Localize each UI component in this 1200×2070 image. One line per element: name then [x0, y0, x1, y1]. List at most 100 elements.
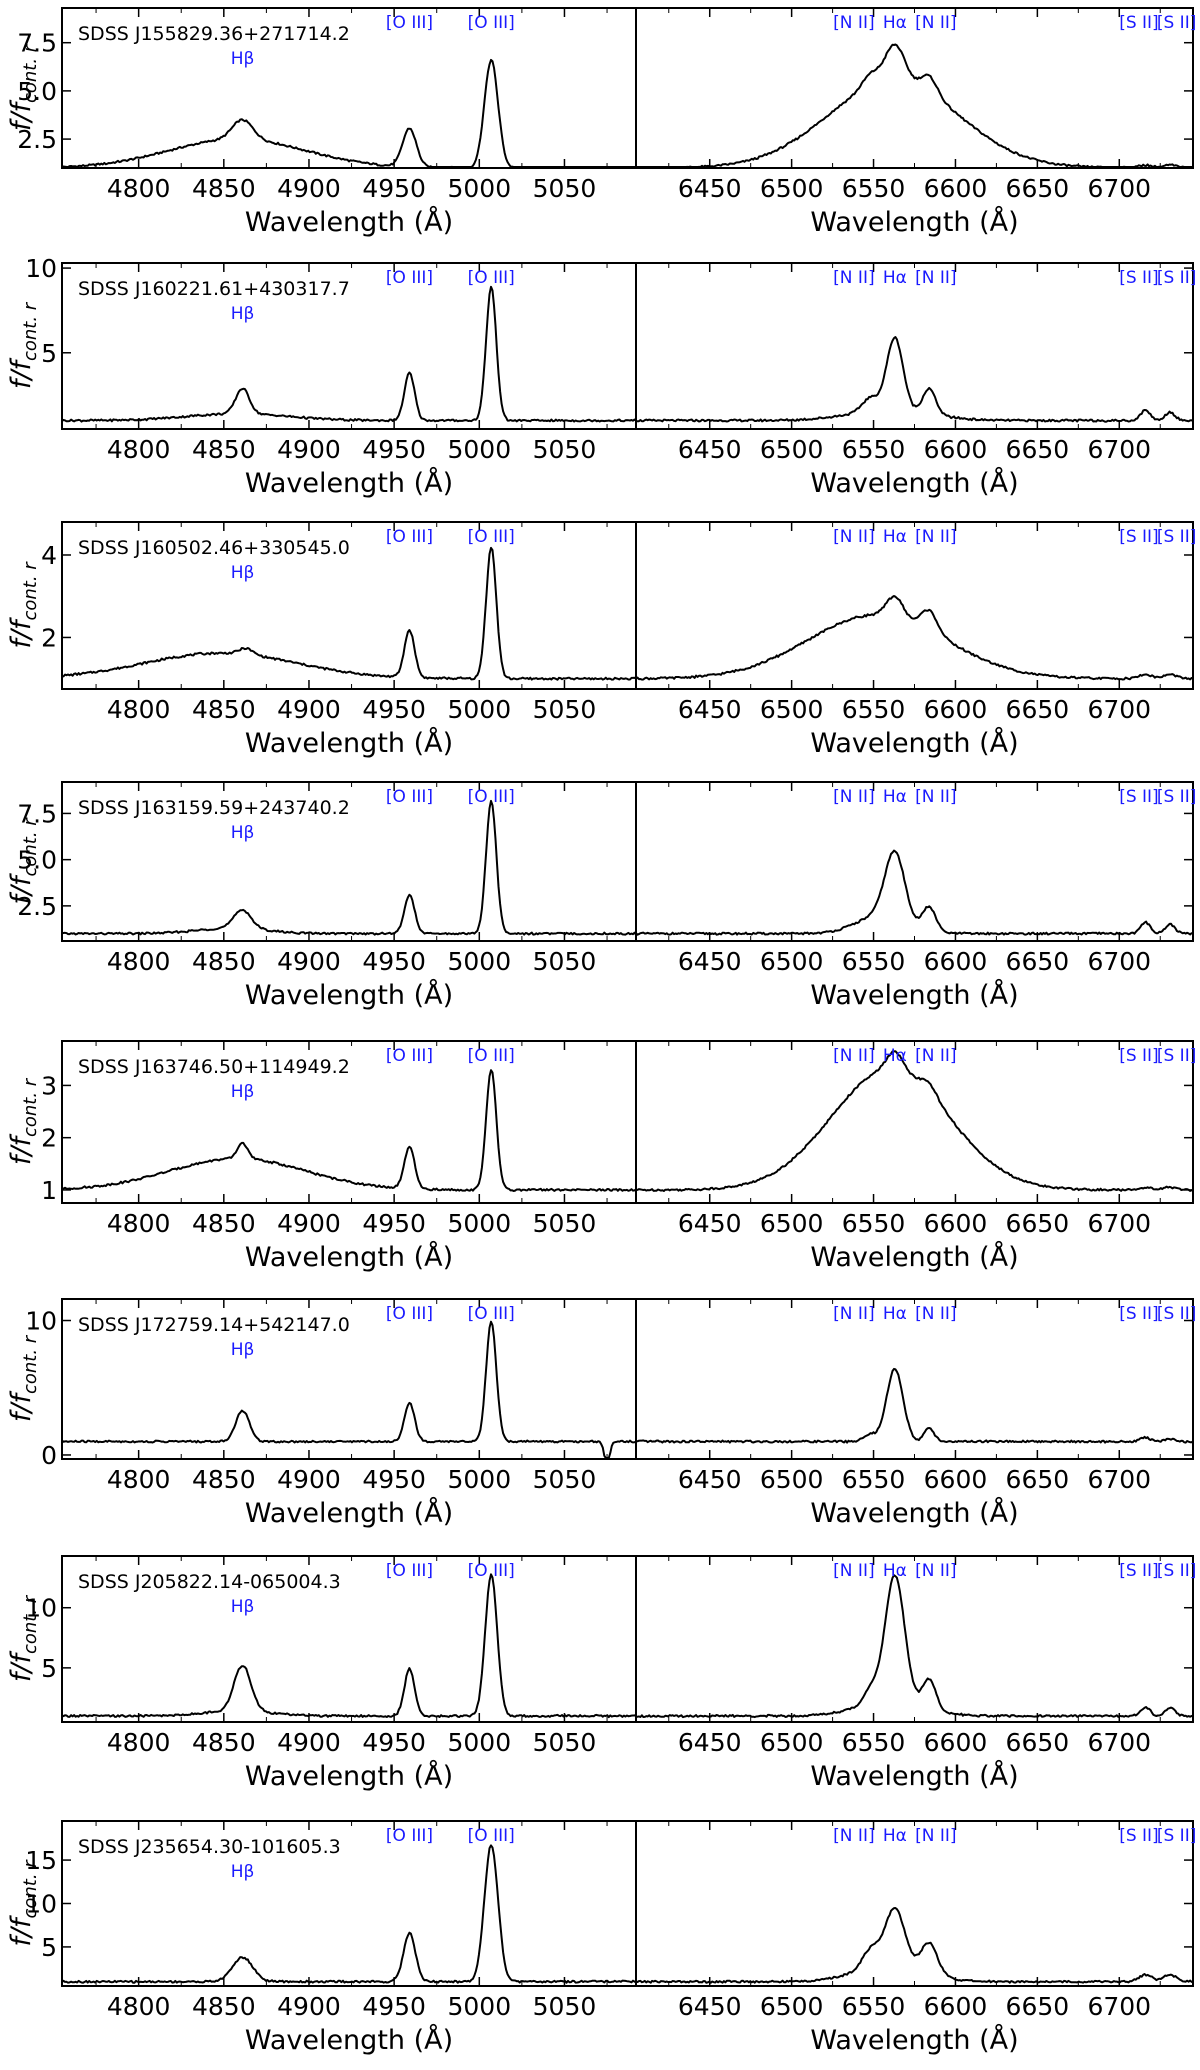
object-name-label: SDSS J205822.14-065004.3	[78, 1571, 341, 1593]
object-name-label: SDSS J163159.59+243740.2	[78, 797, 350, 819]
x-axis-title: Wavelength (Å)	[245, 2024, 453, 2056]
x-tick-label: 5000	[447, 695, 511, 724]
x-tick-label: 6600	[924, 947, 988, 976]
emission-line-label: [S II]	[1119, 1561, 1159, 1581]
emission-line-label: [O III]	[468, 1304, 515, 1324]
x-axis-title: Wavelength (Å)	[245, 1760, 453, 1792]
x-tick-label: 4950	[362, 947, 426, 976]
emission-line-label: [N II]	[833, 268, 874, 288]
right-spectrum-line	[636, 43, 1193, 168]
emission-line-label: [O III]	[386, 787, 433, 807]
object-name-label: SDSS J155829.36+271714.2	[78, 23, 350, 45]
x-tick-label: 4950	[362, 1992, 426, 2021]
x-tick-label: 4900	[277, 1992, 341, 2021]
emission-line-label: Hβ	[231, 563, 255, 583]
x-tick-label: 6650	[1006, 695, 1070, 724]
y-tick-label: 0	[41, 1441, 57, 1470]
emission-line-label: Hβ	[231, 1597, 255, 1617]
y-axis-title: f/fcont. r	[6, 1334, 41, 1422]
right-spectrum-line	[636, 1050, 1194, 1192]
y-tick-label: 10	[25, 254, 57, 283]
x-tick-label: 4950	[362, 1209, 426, 1238]
x-tick-label: 6500	[760, 1728, 824, 1757]
object-name-label: SDSS J172759.14+542147.0	[78, 1314, 350, 1336]
x-tick-label: 5050	[533, 1209, 597, 1238]
emission-line-label: Hα	[883, 1304, 907, 1324]
x-tick-label: 5000	[447, 947, 511, 976]
emission-line-label: Hβ	[231, 1862, 255, 1882]
x-tick-label: 6450	[678, 695, 742, 724]
x-tick-label: 5000	[447, 1992, 511, 2021]
y-axis-title: f/fcont. r	[6, 1594, 41, 1682]
x-axis-title: Wavelength (Å)	[810, 2024, 1018, 2056]
spectrum-panel: 4800 4850 4900 4950 5000 5050 Wavelength (Å) Hβ…	[6, 254, 1196, 499]
left-spectrum-line	[61, 1320, 637, 1459]
object-name-label: SDSS J160502.46+330545.0	[78, 537, 350, 559]
x-tick-label: 6600	[924, 174, 988, 203]
x-tick-label: 4950	[362, 695, 426, 724]
emission-line-label: [O III]	[468, 787, 515, 807]
y-tick-label: 2.5	[17, 125, 57, 154]
emission-line-label: [N II]	[915, 13, 956, 33]
x-axis-title: Wavelength (Å)	[810, 1241, 1018, 1273]
emission-line-label: [O III]	[386, 1304, 433, 1324]
emission-line-label: [O III]	[386, 268, 433, 288]
emission-line-label: [N II]	[833, 1304, 874, 1324]
x-axis-title: Wavelength (Å)	[810, 1497, 1018, 1529]
emission-line-label: [O III]	[386, 1046, 433, 1066]
x-tick-label: 6500	[760, 1992, 824, 2021]
right-spectrum-line	[635, 1907, 1194, 1984]
x-tick-label: 5000	[447, 1465, 511, 1494]
x-tick-label: 4850	[192, 1728, 256, 1757]
left-spectrum-line	[62, 546, 637, 681]
x-tick-label: 4950	[362, 1728, 426, 1757]
emission-line-label: [N II]	[915, 1561, 956, 1581]
emission-line-label: [N II]	[833, 1561, 874, 1581]
x-axis-title: Wavelength (Å)	[810, 1760, 1018, 1792]
x-axis-title: Wavelength (Å)	[245, 727, 453, 759]
y-tick-label: 10	[25, 1890, 57, 1919]
x-tick-label: 6600	[924, 1728, 988, 1757]
emission-line-label: [O III]	[468, 268, 515, 288]
emission-line-label: [O III]	[468, 1561, 515, 1581]
emission-line-label: Hα	[883, 13, 907, 33]
spectrum-panel: 4800 4850 4900 4950 5000 5050 Wavelength (Å) Hβ…	[6, 1555, 1197, 1792]
emission-line-label: [S II]	[1157, 268, 1197, 288]
x-axis-title: Wavelength (Å)	[245, 206, 453, 238]
x-tick-label: 6550	[842, 1465, 906, 1494]
x-tick-label: 5000	[447, 1728, 511, 1757]
x-tick-label: 6500	[760, 435, 824, 464]
y-axis-title: f/fcont. r	[6, 1859, 41, 1947]
spectrum-panel: 4800 4850 4900 4950 5000 5050 Wavelength (Å) Hβ…	[6, 1298, 1196, 1529]
emission-line-label: Hβ	[231, 823, 255, 843]
emission-line-label: [S II]	[1157, 1561, 1197, 1581]
emission-line-label: Hβ	[231, 304, 255, 324]
emission-line-label: [S II]	[1119, 1826, 1159, 1846]
x-tick-label: 6600	[924, 1465, 988, 1494]
emission-line-label: [N II]	[915, 268, 956, 288]
x-tick-label: 6700	[1087, 1992, 1151, 2021]
right-spectrum-line	[635, 595, 1194, 681]
x-tick-label: 6650	[1006, 1209, 1070, 1238]
x-tick-label: 6700	[1087, 1209, 1151, 1238]
emission-line-label: [O III]	[468, 1826, 515, 1846]
x-tick-label: 5050	[533, 1465, 597, 1494]
emission-line-label: [S II]	[1157, 527, 1197, 547]
x-axis-title: Wavelength (Å)	[810, 467, 1018, 499]
object-name-label: SDSS J235654.30-101605.3	[78, 1836, 341, 1858]
x-tick-label: 6650	[1006, 947, 1070, 976]
spectrum-panel: 4800 4850 4900 4950 5000 5050 Wavelength (Å) Hβ…	[6, 7, 1196, 238]
emission-line-label: [N II]	[833, 13, 874, 33]
left-spectrum-line	[61, 799, 637, 936]
emission-line-label: [N II]	[833, 527, 874, 547]
right-spectrum-line	[635, 849, 1194, 936]
x-tick-label: 4900	[277, 695, 341, 724]
y-axis-title: f/fcont. r	[6, 561, 41, 649]
y-axis-title: f/fcont. r	[6, 301, 41, 389]
x-tick-label: 4800	[107, 947, 171, 976]
x-axis-title: Wavelength (Å)	[810, 979, 1018, 1011]
y-axis-title: f/fcont. r	[6, 1077, 41, 1165]
x-tick-label: 6550	[842, 695, 906, 724]
spectrum-panel: 4800 4850 4900 4950 5000 5050 Wavelength (Å) Hβ…	[6, 521, 1197, 759]
